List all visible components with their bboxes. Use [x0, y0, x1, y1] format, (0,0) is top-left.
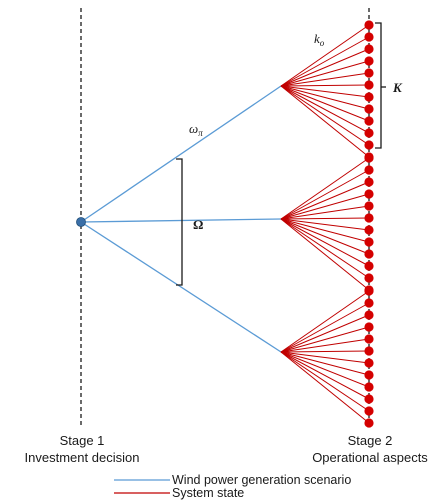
scenario-branches [80, 85, 282, 353]
system-state-node [364, 32, 374, 42]
system-state-branch [280, 60, 370, 87]
system-state-node [364, 189, 374, 199]
system-state-branch [280, 218, 370, 279]
state-set-bracket [375, 22, 382, 149]
system-state-node [364, 394, 374, 404]
system-state-branch [280, 85, 370, 122]
system-state-node [364, 298, 374, 308]
system-state-node [364, 165, 374, 175]
system-state-branch [280, 350, 370, 353]
system-state-node [364, 237, 374, 247]
system-state-branch [280, 302, 370, 353]
system-state-branch [280, 85, 370, 158]
scenario-symbol: ωπ [189, 121, 203, 138]
system-state-branch [280, 85, 370, 98]
system-state-branch [280, 351, 370, 388]
scenario-symbol-main: ω [189, 121, 198, 136]
system-state-node [364, 382, 374, 392]
system-state-branch [280, 218, 370, 267]
system-state-branch [280, 351, 370, 364]
stage1-subtitle: Investment decision [25, 450, 140, 465]
system-state-branch [280, 338, 370, 353]
state-set-label: K [392, 80, 403, 95]
system-state-node [364, 140, 374, 150]
system-state-branch [280, 326, 370, 353]
system-state-node [364, 225, 374, 235]
system-state-node [364, 213, 374, 223]
system-state-node [364, 116, 374, 126]
system-state-node [364, 286, 374, 296]
system-state-node [364, 261, 374, 271]
system-state-node [364, 249, 374, 259]
system-state-branch [280, 351, 370, 424]
system-state-branch [280, 169, 370, 220]
system-state-branch [280, 85, 370, 110]
system-state-node [364, 322, 374, 332]
stage1-title: Stage 1 [60, 433, 105, 448]
system-state-branch [280, 24, 370, 87]
system-state-branch [280, 85, 370, 146]
system-state-node [364, 80, 374, 90]
scenario-branch [80, 85, 282, 223]
system-state-node [364, 68, 374, 78]
system-state-branch [280, 36, 370, 87]
system-state-branch [280, 218, 370, 231]
system-state-node [364, 406, 374, 416]
system-state-node [364, 56, 374, 66]
scenario-branch [80, 221, 282, 353]
scenario-symbol-subscript: π [198, 128, 203, 138]
system-state-node [364, 418, 374, 428]
scenario-branch [80, 218, 282, 223]
system-state-branch [280, 218, 370, 243]
scenario-set-label: Ω [193, 217, 203, 232]
system-state-node [364, 92, 374, 102]
system-state-nodes [364, 20, 374, 428]
system-state-symbol-subscript: o [320, 38, 325, 48]
system-state-node [364, 358, 374, 368]
system-state-node [364, 104, 374, 114]
legend-label-system-state: System state [172, 486, 244, 500]
system-state-node [364, 128, 374, 138]
system-state-branch [280, 205, 370, 220]
stage2-subtitle: Operational aspects [312, 450, 428, 465]
system-state-node [364, 153, 374, 163]
system-state-node [364, 370, 374, 380]
system-state-branch [280, 290, 370, 353]
root-node [76, 217, 86, 227]
system-state-branch [280, 48, 370, 87]
system-state-branch [280, 181, 370, 220]
system-state-node [364, 273, 374, 283]
system-state-branches [280, 24, 370, 424]
system-state-branch [280, 217, 370, 220]
system-state-branch [280, 351, 370, 376]
system-state-node [364, 310, 374, 320]
system-state-symbol: ko [314, 31, 325, 48]
stage2-title: Stage 2 [348, 433, 393, 448]
system-state-branch [280, 314, 370, 353]
system-state-node [364, 20, 374, 30]
system-state-branch [280, 85, 370, 134]
system-state-symbol-main: k [314, 31, 320, 46]
system-state-node [364, 44, 374, 54]
system-state-branch [280, 84, 370, 87]
system-state-node [364, 201, 374, 211]
system-state-node [364, 346, 374, 356]
system-state-node [364, 334, 374, 344]
system-state-branch [280, 193, 370, 220]
system-state-branch [280, 218, 370, 255]
legend-label-scenario: Wind power generation scenario [172, 473, 351, 487]
system-state-node [364, 177, 374, 187]
system-state-branch [280, 72, 370, 87]
system-state-branch [280, 157, 370, 220]
scenario-set-bracket [176, 158, 183, 286]
system-state-branch [280, 351, 370, 400]
system-state-branch [280, 351, 370, 412]
system-state-branch [280, 218, 370, 291]
